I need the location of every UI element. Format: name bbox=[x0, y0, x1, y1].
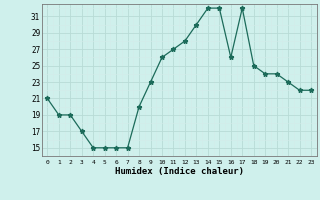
X-axis label: Humidex (Indice chaleur): Humidex (Indice chaleur) bbox=[115, 167, 244, 176]
